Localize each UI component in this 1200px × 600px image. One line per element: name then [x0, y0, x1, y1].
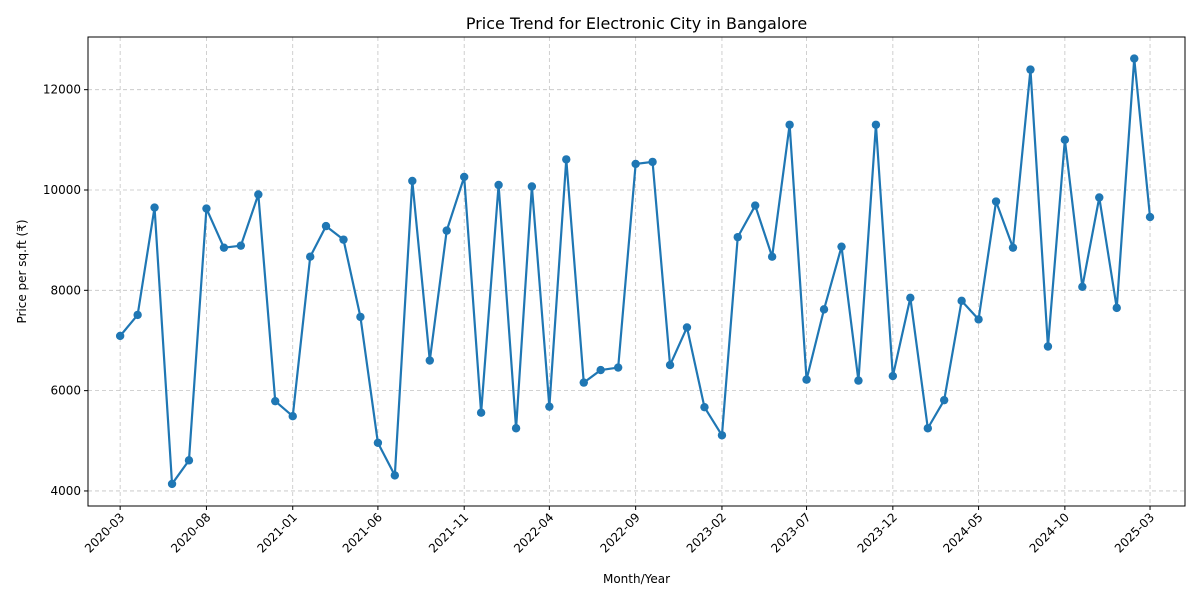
data-point	[665, 360, 675, 370]
x-tick-label: 2021-11	[426, 510, 471, 555]
data-point	[511, 424, 521, 433]
data-point	[785, 120, 794, 129]
data-point	[648, 157, 657, 167]
x-tick-label: 2020-03	[82, 510, 127, 555]
x-tick-label: 2025-03	[1112, 510, 1157, 555]
y-axis-label: Price per sq.ft (₹)	[15, 219, 29, 323]
data-point	[717, 431, 727, 440]
y-tick-label: 12000	[43, 83, 81, 97]
data-point	[167, 479, 177, 489]
data-point	[115, 331, 125, 341]
data-point	[974, 315, 983, 324]
data-point	[459, 172, 469, 182]
data-point	[1043, 342, 1053, 351]
data-point	[271, 396, 280, 406]
data-point	[957, 296, 966, 306]
x-tick-label: 2021-06	[340, 510, 385, 555]
y-tick-label: 8000	[50, 283, 81, 297]
y-tick-label: 10000	[43, 183, 81, 197]
data-point	[184, 456, 194, 465]
data-point	[133, 310, 142, 320]
x-tick-label: 2023-02	[684, 510, 729, 555]
x-tick-label: 2021-01	[255, 510, 300, 555]
data-point	[425, 356, 434, 365]
chart-title: Price Trend for Electronic City in Banga…	[466, 14, 807, 33]
data-point	[991, 197, 1001, 206]
data-point	[837, 242, 846, 251]
x-axis-label: Month/Year	[603, 572, 670, 586]
data-point	[1060, 135, 1070, 145]
data-point	[254, 190, 263, 199]
x-tick-label: 2024-10	[1027, 510, 1072, 555]
data-point	[390, 471, 400, 480]
data-point	[373, 438, 383, 447]
data-point	[1078, 282, 1087, 291]
data-point	[1095, 193, 1104, 202]
y-tick-label: 6000	[50, 384, 81, 398]
data-point	[751, 201, 760, 210]
data-point	[442, 226, 451, 235]
x-tick-label: 2023-12	[855, 510, 900, 555]
grid	[88, 37, 1185, 506]
data-point	[906, 293, 915, 303]
data-point	[1112, 303, 1121, 313]
data-point	[802, 375, 811, 384]
data-point	[700, 402, 709, 412]
data-point	[631, 159, 640, 169]
data-point	[888, 371, 898, 381]
data-point	[288, 412, 297, 421]
data-point	[545, 402, 554, 411]
data-point	[306, 252, 315, 261]
data-point	[854, 376, 863, 385]
data-point	[527, 182, 537, 191]
data-point	[682, 323, 692, 332]
data-point	[1130, 54, 1139, 63]
data-point	[150, 203, 159, 212]
data-point	[733, 232, 742, 242]
data-point	[562, 155, 571, 164]
series-layer	[115, 54, 1155, 489]
data-point	[356, 312, 365, 322]
data-point	[321, 221, 331, 231]
plot-frame	[87, 36, 1186, 507]
data-point	[767, 252, 777, 261]
data-point	[613, 363, 623, 372]
data-point	[494, 180, 503, 190]
data-point	[476, 408, 486, 417]
x-tick-label: 2022-04	[511, 510, 556, 555]
data-point	[923, 424, 933, 433]
data-point	[1026, 65, 1035, 74]
data-point	[579, 378, 588, 387]
data-point	[939, 395, 949, 405]
data-point	[596, 365, 605, 375]
x-tick-label: 2024-05	[940, 510, 985, 555]
y-tick-label: 4000	[50, 484, 81, 498]
x-tick-label: 2020-08	[168, 510, 213, 555]
data-point	[871, 120, 881, 129]
x-tick-label: 2022-09	[597, 510, 642, 555]
axes: 4000 6000 8000 10000 12000 2020-03 2020-08 2021…	[43, 83, 1157, 556]
data-point	[408, 176, 417, 186]
x-tick-label: 2023-07	[768, 510, 813, 555]
data-point	[819, 305, 829, 314]
data-point	[339, 235, 348, 244]
data-point	[1008, 243, 1018, 252]
data-point	[1145, 212, 1155, 222]
data-point	[202, 204, 211, 213]
series-line	[119, 57, 1152, 486]
data-point	[236, 241, 246, 250]
data-point	[219, 243, 229, 252]
